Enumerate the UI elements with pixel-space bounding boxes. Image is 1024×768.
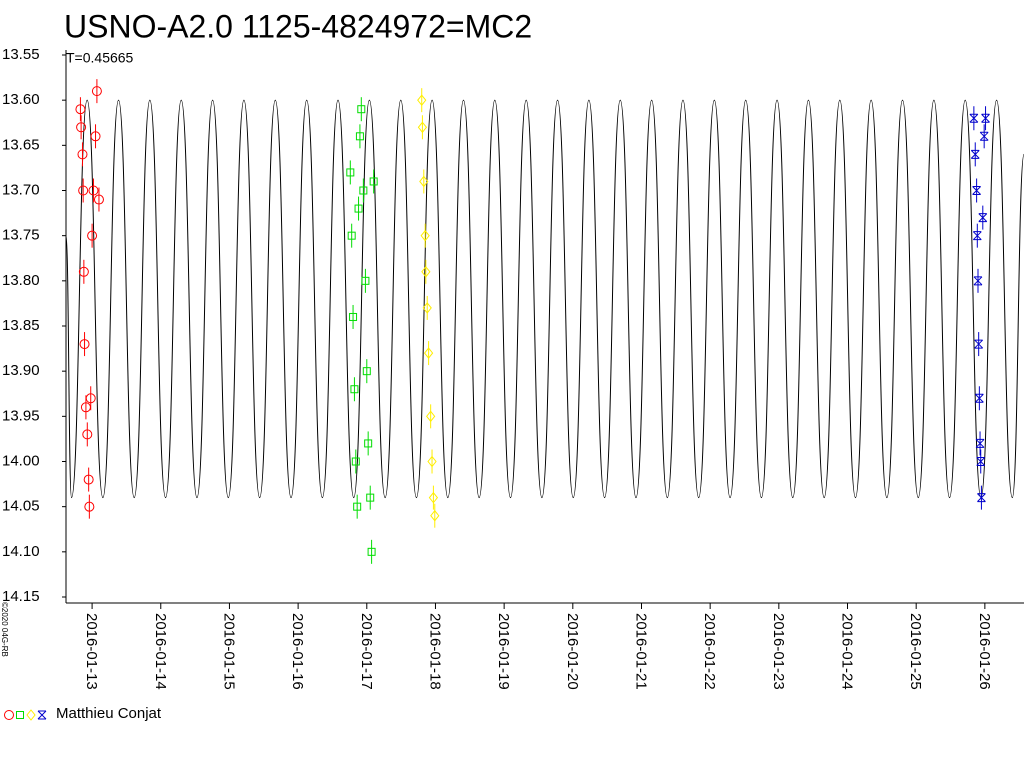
- point: [77, 149, 88, 160]
- point: [88, 185, 99, 196]
- point: [426, 410, 436, 423]
- point: [974, 339, 984, 349]
- point: [421, 265, 431, 278]
- point: [85, 393, 96, 404]
- y-tick-label: 14.00: [2, 452, 40, 469]
- point: [979, 131, 989, 141]
- point: [82, 429, 93, 440]
- point: [420, 229, 430, 242]
- point: [973, 276, 983, 286]
- point: [354, 204, 363, 213]
- y-tick-label: 13.75: [2, 227, 40, 244]
- point: [975, 438, 985, 448]
- x-tick-label: 2016-01-20: [564, 613, 581, 690]
- legend-symbol: [26, 709, 36, 721]
- point: [427, 455, 437, 468]
- point: [359, 186, 368, 195]
- y-tick-label: 13.70: [2, 181, 40, 198]
- model-curve: [65, 99, 1024, 499]
- point: [969, 113, 979, 123]
- point: [93, 194, 104, 205]
- legend-symbol: [16, 711, 24, 719]
- x-tick-label: 2016-01-24: [839, 613, 856, 690]
- point: [972, 186, 981, 195]
- x-tick-label: 2016-01-13: [83, 613, 100, 690]
- point: [981, 113, 990, 123]
- point: [76, 122, 87, 133]
- point: [428, 491, 439, 504]
- point: [972, 231, 982, 241]
- point: [976, 457, 986, 466]
- point: [975, 393, 984, 403]
- point: [422, 302, 432, 314]
- x-tick-label: 2016-01-19: [495, 613, 512, 690]
- point: [347, 231, 356, 240]
- point: [350, 385, 359, 394]
- point: [357, 105, 366, 114]
- point: [79, 339, 90, 350]
- x-tick-label: 2016-01-18: [426, 613, 443, 690]
- y-tick-label: 14.15: [2, 588, 40, 605]
- y-tick-label: 13.85: [2, 317, 40, 334]
- y-tick-label: 14.05: [2, 498, 40, 515]
- point: [84, 501, 95, 512]
- point: [346, 168, 355, 177]
- legend-symbol: [37, 710, 47, 720]
- point: [977, 493, 986, 503]
- point: [78, 185, 89, 196]
- x-tick-label: 2016-01-16: [289, 613, 306, 690]
- y-tick-label: 14.10: [2, 543, 40, 560]
- x-tick-label: 2016-01-14: [152, 613, 169, 690]
- point: [417, 94, 427, 106]
- point: [366, 493, 375, 502]
- point: [355, 132, 364, 141]
- y-tick-label: 13.95: [2, 407, 40, 424]
- point: [417, 121, 428, 134]
- point: [351, 457, 360, 466]
- x-tick-label: 2016-01-25: [907, 613, 924, 690]
- y-tick-label: 13.60: [2, 91, 40, 108]
- point: [369, 177, 378, 186]
- x-tick-label: 2016-01-15: [220, 613, 237, 690]
- y-tick-label: 13.55: [2, 46, 40, 63]
- point: [83, 474, 94, 485]
- point: [87, 230, 98, 241]
- point: [78, 266, 89, 277]
- legend-label: Matthieu Conjat: [56, 705, 162, 722]
- point: [91, 86, 102, 97]
- period-label: T=0.45665: [66, 50, 134, 66]
- y-tick-label: 13.80: [2, 272, 40, 289]
- credit: ©2020 04G-RB: [0, 602, 9, 657]
- point: [90, 131, 101, 142]
- y-tick-label: 13.90: [2, 362, 40, 379]
- x-tick-label: 2016-01-26: [976, 613, 993, 690]
- point: [364, 439, 373, 448]
- point: [349, 312, 358, 321]
- x-tick-label: 2016-01-22: [701, 613, 718, 690]
- point: [75, 104, 86, 115]
- point: [367, 547, 376, 556]
- x-tick-label: 2016-01-23: [770, 613, 787, 690]
- chart-title: USNO-A2.0 1125-4824972=MC2: [64, 8, 532, 44]
- y-tick-label: 13.65: [2, 136, 40, 153]
- point: [970, 149, 980, 159]
- point: [362, 367, 371, 376]
- point: [978, 213, 988, 223]
- point: [430, 509, 440, 522]
- legend-symbol: [4, 710, 14, 720]
- x-tick-label: 2016-01-21: [633, 613, 650, 690]
- point: [423, 347, 434, 359]
- point: [419, 175, 429, 188]
- point: [361, 276, 370, 285]
- x-tick-label: 2016-01-17: [358, 613, 375, 690]
- point: [353, 502, 362, 511]
